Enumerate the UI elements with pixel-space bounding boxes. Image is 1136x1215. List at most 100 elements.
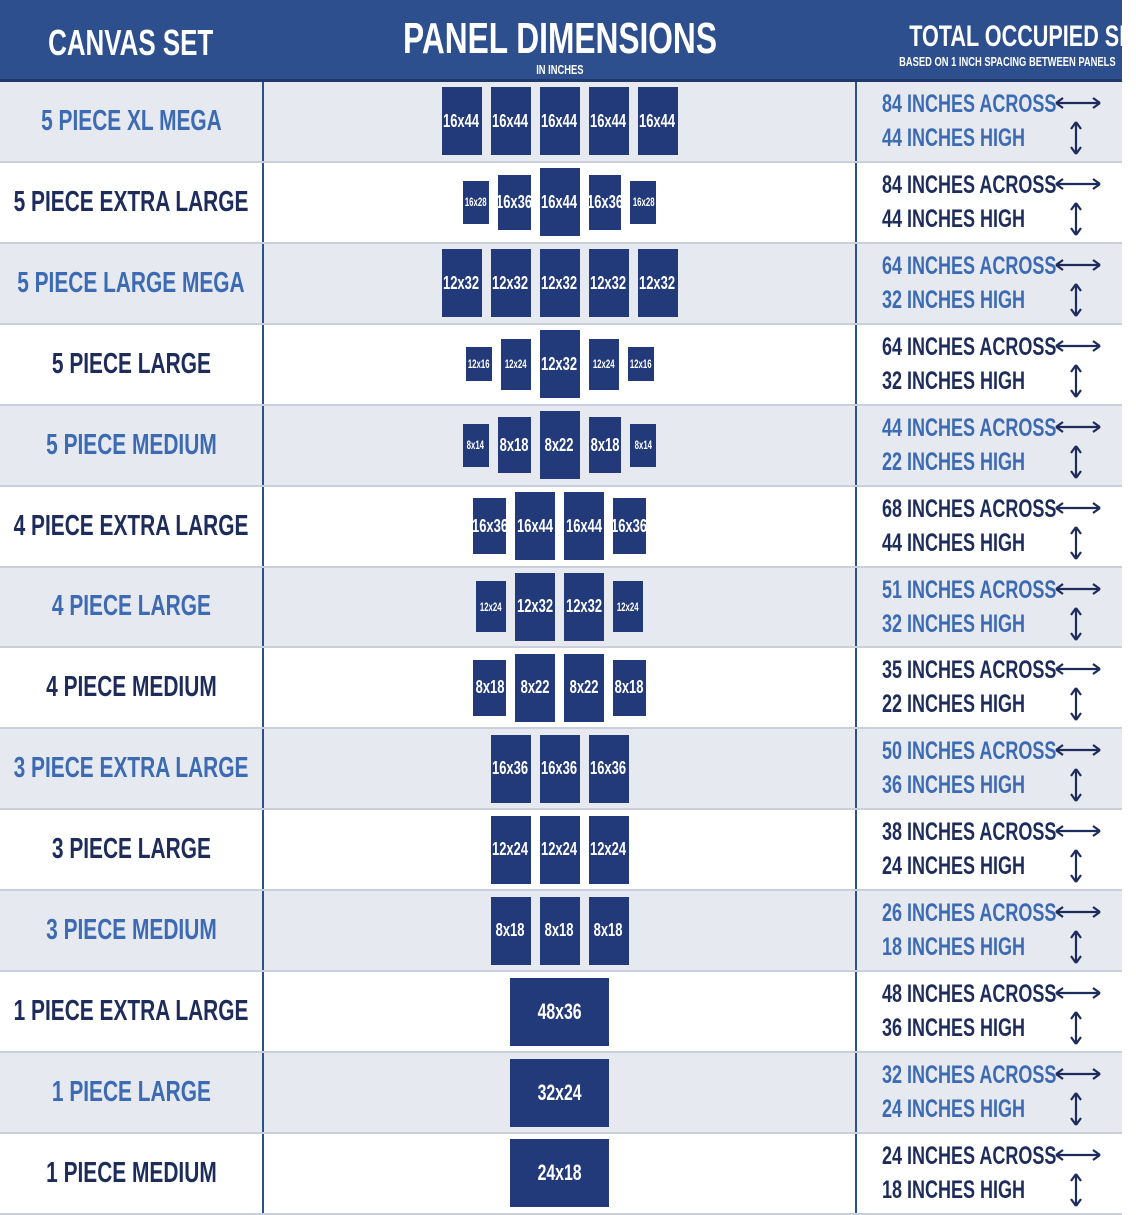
panel-label: 16x36 [541, 758, 578, 779]
panel: 8x18 [588, 896, 629, 965]
panel: 16x36 [473, 498, 506, 554]
panel: 24x18 [509, 1139, 610, 1208]
panel-label: 24x18 [537, 1160, 582, 1186]
space-across: 32 INCHES ACROSS [882, 1061, 1124, 1090]
arrow-across [1055, 1068, 1101, 1080]
space-across: 51 INCHES ACROSS [882, 576, 1124, 605]
panel-group: 24x18 [262, 1133, 857, 1213]
space-across: 64 INCHES ACROSS [882, 333, 1124, 362]
space-across-text: 32 INCHES ACROSS [882, 1061, 1057, 1090]
space-across-text: 38 INCHES ACROSS [882, 818, 1057, 847]
canvas-set-name: 3 PIECE LARGE [0, 810, 262, 889]
arrow-high [1070, 687, 1082, 722]
panel-label: 12x24 [504, 357, 527, 372]
arrow-high [1070, 202, 1082, 236]
panel-label: 12x32 [492, 272, 529, 293]
space-across-text: 44 INCHES ACROSS [882, 413, 1057, 442]
panel: 16x36 [613, 498, 646, 554]
arrow-across [1055, 97, 1101, 109]
panel: 12x32 [539, 330, 580, 399]
arrow-across [1055, 744, 1101, 757]
panel: 12x24 [539, 815, 580, 884]
panel-label: 16x44 [443, 110, 480, 131]
panel-label: 12x24 [480, 599, 502, 614]
panel: 8x14 [630, 423, 657, 467]
canvas-set-name: 5 PIECE EXTRA LARGE [0, 163, 262, 242]
panel-group: 12x32 12x32 12x32 12x32 12x32 [262, 243, 857, 323]
canvas-set-text: 1 PIECE MEDIUM [45, 1156, 217, 1189]
space-high-text: 22 INCHES HIGH [882, 447, 1026, 476]
canvas-set-name: 1 PIECE EXTRA LARGE [0, 972, 262, 1051]
panel-label: 48x36 [537, 998, 582, 1024]
canvas-set-text: 3 PIECE LARGE [51, 833, 211, 866]
space-across: 35 INCHES ACROSS [882, 656, 1124, 685]
panel-group: 12x16 12x24 12x32 12x24 12x16 [262, 324, 857, 404]
panel: 16x36 [490, 734, 531, 803]
space-high-text: 32 INCHES HIGH [882, 609, 1026, 638]
space-across: 64 INCHES ACROSS [882, 252, 1124, 281]
header-text: CANVAS SET [48, 22, 214, 63]
panel-label: 12x24 [590, 839, 627, 860]
arrow-across [1055, 501, 1101, 514]
space-high-text: 36 INCHES HIGH [882, 771, 1026, 800]
panel-label: 12x24 [592, 357, 615, 372]
panel-label: 16x44 [516, 515, 554, 536]
panel: 12x32 [515, 572, 555, 641]
space-across: 84 INCHES ACROSS [882, 171, 1124, 200]
panel: 12x24 [476, 581, 506, 633]
panel: 8x22 [515, 653, 555, 722]
panel-label: 12x32 [565, 596, 603, 617]
arrow-across [1055, 258, 1101, 271]
panel-label: 8x18 [496, 920, 525, 941]
panel-label: 8x18 [614, 677, 644, 698]
arrow-high [1070, 121, 1082, 155]
space-high-text: 22 INCHES HIGH [882, 690, 1026, 719]
panel: 12x24 [500, 338, 531, 390]
arrow-across [1055, 420, 1101, 433]
panel: 16x36 [588, 174, 622, 231]
header-panel-dimensions: PANEL DIMENSIONS [262, 14, 857, 64]
space-high: 36 INCHES HIGH [882, 771, 1081, 800]
space-high: 24 INCHES HIGH [882, 1095, 1081, 1124]
arrow-high [1070, 1173, 1082, 1207]
arrow-high [1070, 445, 1082, 479]
canvas-set-name: 5 PIECE LARGE [0, 325, 262, 404]
header-total-space: TOTAL OCCUPIED SPACE [857, 20, 1136, 54]
panel: 16x44 [490, 87, 531, 156]
panel-label: 32x24 [537, 1079, 582, 1105]
arrow-high [1070, 849, 1082, 883]
canvas-set-text: 4 PIECE LARGE [51, 590, 211, 623]
panel: 16x44 [441, 87, 482, 156]
canvas-set-text: 3 PIECE MEDIUM [45, 914, 217, 947]
panel-label: 16x44 [565, 515, 603, 536]
panel: 8x22 [539, 411, 580, 480]
canvas-set-name: 4 PIECE EXTRA LARGE [0, 487, 262, 566]
panel: 12x24 [588, 815, 629, 884]
arrow-high [1070, 1092, 1082, 1126]
space-high-text: 18 INCHES HIGH [882, 1175, 1026, 1204]
arrow-across [1055, 987, 1101, 1000]
arrow-across [1055, 582, 1101, 595]
canvas-set-text: 5 PIECE LARGE [51, 347, 211, 380]
panel-label: 12x24 [492, 839, 529, 860]
panel: 16x44 [564, 492, 604, 561]
canvas-set-text: 5 PIECE MEDIUM [45, 428, 217, 461]
panel-group: 12x24 12x24 12x24 [262, 810, 857, 890]
panel-label: 8x18 [499, 434, 529, 455]
canvas-set-name: 5 PIECE MEDIUM [0, 406, 262, 485]
panel-label: 12x24 [541, 839, 578, 860]
panel-label: 12x16 [467, 357, 490, 372]
space-across: 50 INCHES ACROSS [882, 737, 1124, 766]
panel: 8x18 [497, 417, 531, 473]
panel-label: 12x16 [629, 357, 652, 372]
panel-label: 16x44 [541, 191, 578, 212]
arrow-high [1070, 364, 1082, 398]
table-row: 1 PIECE EXTRA LARGE 48x36 48 INCHES ACROSS… [0, 972, 1122, 1054]
panel-group: 8x18 8x18 8x18 [262, 891, 857, 971]
space-high-text: 36 INCHES HIGH [882, 1014, 1026, 1043]
table-row: 4 PIECE LARGE 12x24 12x32 12x32 12x24 51 INCH… [0, 567, 1124, 649]
panel-group: 12x24 12x32 12x32 12x24 [262, 567, 857, 647]
canvas-set-name: 4 PIECE MEDIUM [0, 648, 262, 727]
panel: 12x32 [539, 249, 580, 318]
panel: 8x18 [613, 660, 646, 716]
